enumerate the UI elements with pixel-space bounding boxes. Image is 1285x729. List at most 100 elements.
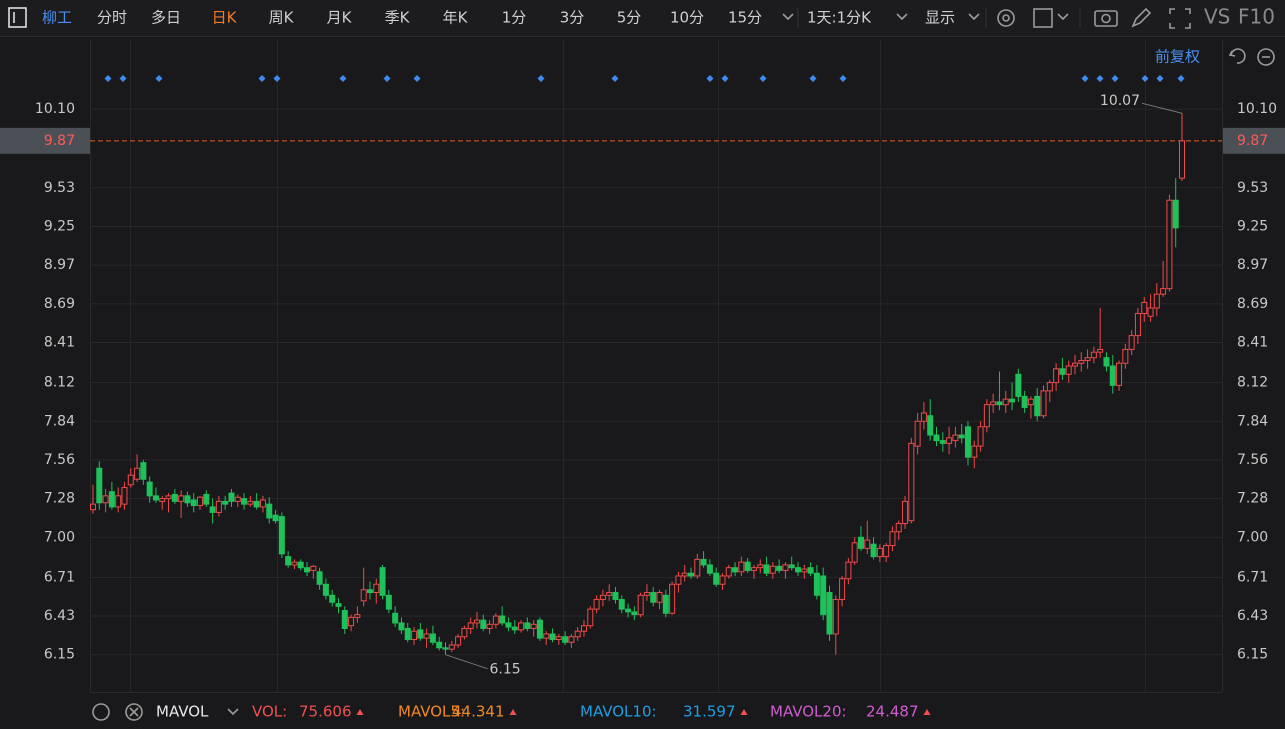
candle-body (958, 434, 965, 439)
event-marker[interactable] (1096, 75, 1104, 82)
indicator-chevron[interactable] (227, 708, 239, 716)
candle-body (429, 633, 436, 643)
period-tab[interactable]: 1分 (502, 9, 527, 27)
candle-body (782, 564, 789, 571)
candle-body (480, 619, 487, 629)
range-selector[interactable]: 1天:1分K (807, 9, 872, 27)
candle-body (650, 592, 657, 603)
event-marker[interactable] (1156, 75, 1164, 82)
candle-body (574, 630, 581, 638)
vs-button[interactable]: VS (1204, 5, 1230, 29)
period-tab[interactable]: 分时 (97, 9, 127, 27)
color-chevron (1057, 13, 1069, 21)
sidebar-toggle[interactable] (8, 7, 27, 28)
draw-icon[interactable] (1131, 7, 1152, 28)
color-box[interactable] (1033, 8, 1053, 28)
candle-body (1116, 362, 1123, 386)
event-marker[interactable] (273, 75, 281, 82)
event-marker[interactable] (1111, 75, 1119, 82)
candle-body (618, 598, 625, 610)
period-tab[interactable]: 5分 (617, 9, 642, 27)
event-marker[interactable] (413, 75, 421, 82)
f10-button[interactable]: F10 (1238, 5, 1275, 29)
period-tab[interactable]: 3分 (560, 9, 585, 27)
screenshot-icon[interactable] (1094, 10, 1118, 27)
event-marker[interactable] (537, 75, 545, 82)
candle-body (820, 575, 827, 616)
candle-body (864, 539, 871, 549)
event-marker[interactable] (258, 75, 266, 82)
candle-body (1179, 140, 1185, 179)
stock-name[interactable]: 柳工 (42, 9, 72, 27)
event-marker[interactable] (119, 75, 127, 82)
display-chevron (968, 13, 980, 21)
period-tab[interactable]: 季K (385, 9, 411, 27)
period-tab[interactable]: 日K (212, 9, 238, 27)
adjust-mode[interactable]: 前复权 (1155, 48, 1200, 66)
candle-body (341, 610, 348, 629)
event-marker[interactable] (839, 75, 847, 82)
period-tab[interactable]: 年K (443, 9, 469, 27)
indicator-value: 24.487 (866, 703, 919, 721)
candle-body (669, 583, 676, 614)
fullscreen-icon[interactable] (1169, 8, 1191, 29)
candle-body (757, 564, 764, 569)
display-menu[interactable]: 显示 (925, 9, 955, 27)
indicator-trend (356, 709, 364, 715)
indicator-value: 75.606 (299, 703, 352, 721)
candle-body (1153, 293, 1160, 309)
event-marker[interactable] (809, 75, 817, 82)
candle-body (637, 594, 644, 616)
y-tick-label: 6.43 (44, 608, 75, 624)
indicator-label: VOL: (252, 703, 287, 721)
period-tab[interactable]: 多日 (151, 9, 181, 27)
candle-body (713, 572, 720, 585)
event-marker[interactable] (611, 75, 619, 82)
event-marker[interactable] (1081, 75, 1089, 82)
candle-body (366, 589, 373, 594)
candle-body (518, 622, 525, 631)
candle-body (1128, 335, 1135, 350)
candle-body (1172, 199, 1179, 229)
candle-body (675, 575, 682, 585)
event-marker[interactable] (1141, 75, 1149, 82)
period-tab[interactable]: 15分 (728, 9, 762, 27)
indicator-settings[interactable] (92, 703, 110, 721)
y-tick-label: 6.71 (44, 569, 75, 585)
candle-body (1097, 348, 1104, 353)
period-tab[interactable]: 10分 (670, 9, 704, 27)
candle-body (1002, 398, 1009, 406)
indicator-close[interactable] (125, 703, 143, 721)
candle-body (304, 567, 311, 573)
reset-icon[interactable] (1228, 48, 1246, 64)
candle-body (883, 545, 890, 558)
low-pointer (445, 654, 488, 670)
candle-body (1040, 390, 1047, 417)
more-periods[interactable] (782, 13, 794, 21)
high-annotation: 10.07 (1100, 93, 1140, 109)
candle-body (983, 404, 990, 428)
event-marker[interactable] (104, 75, 112, 82)
candle-body (448, 644, 455, 650)
candle-body (121, 487, 128, 505)
event-marker[interactable] (339, 75, 347, 82)
candle-body (329, 594, 336, 603)
candle-body (266, 503, 273, 519)
y-tick-label-right: 9.25 (1237, 218, 1268, 234)
candle-body (549, 633, 556, 641)
event-marker[interactable] (759, 75, 767, 82)
zoom-out-icon[interactable] (1257, 48, 1275, 66)
event-marker[interactable] (721, 75, 729, 82)
event-marker[interactable] (1177, 75, 1185, 82)
event-marker[interactable] (155, 75, 163, 82)
indicator-name[interactable]: MAVOL (156, 703, 209, 721)
period-tab[interactable]: 月K (327, 9, 353, 27)
event-marker[interactable] (706, 75, 714, 82)
candle-body (253, 500, 260, 508)
event-marker[interactable] (383, 75, 391, 82)
settings-icon[interactable] (997, 9, 1015, 27)
period-tab[interactable]: 周K (269, 9, 295, 27)
candle-body (845, 561, 852, 580)
candle-body (473, 619, 480, 624)
